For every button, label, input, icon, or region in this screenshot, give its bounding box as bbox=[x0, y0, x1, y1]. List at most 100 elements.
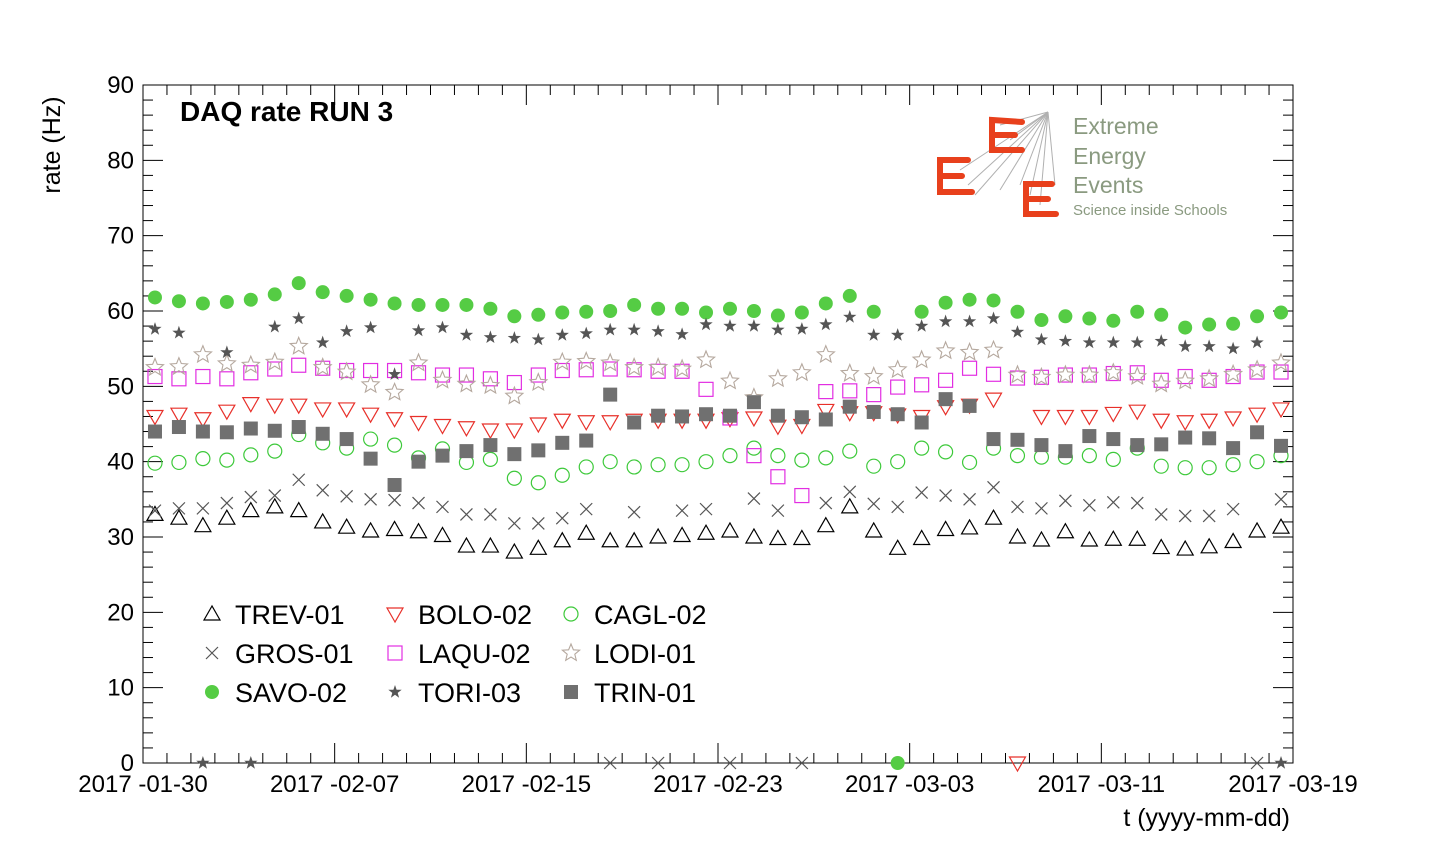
series-laqu-02 bbox=[147, 357, 1289, 504]
point-bolo-02 bbox=[457, 421, 476, 437]
point-savo-02 bbox=[243, 292, 258, 307]
point-trin-01 bbox=[746, 395, 761, 410]
point-savo-02 bbox=[962, 292, 977, 307]
point-lodi-01 bbox=[144, 357, 165, 376]
point-laqu-02 bbox=[961, 360, 978, 376]
point-savo-02 bbox=[339, 288, 354, 303]
logo-e-letters bbox=[937, 116, 1059, 217]
point-gros-01 bbox=[963, 492, 976, 506]
point-lodi-01 bbox=[456, 373, 477, 393]
point-cagl-02 bbox=[866, 458, 882, 474]
point-laqu-02 bbox=[554, 362, 570, 379]
y-axis-label: rate (Hz) bbox=[38, 96, 66, 193]
point-laqu-02 bbox=[1105, 365, 1121, 382]
point-gros-01 bbox=[148, 504, 162, 518]
point-trev-01 bbox=[1032, 530, 1051, 547]
point-laqu-02 bbox=[1249, 364, 1265, 380]
point-trev-01 bbox=[816, 516, 835, 533]
point-trin-01 bbox=[171, 420, 186, 435]
point-cagl-02 bbox=[506, 470, 522, 486]
point-cagl-02 bbox=[1105, 451, 1121, 468]
point-tori-03 bbox=[1202, 339, 1216, 353]
point-trin-01 bbox=[1226, 441, 1241, 456]
point-trev-01 bbox=[481, 536, 500, 553]
point-bolo-02 bbox=[361, 407, 380, 424]
point-trin-01 bbox=[507, 447, 522, 462]
point-bolo-02 bbox=[1032, 409, 1051, 426]
point-laqu-02 bbox=[530, 367, 546, 383]
point-bolo-02 bbox=[241, 397, 260, 413]
point-laqu-02 bbox=[914, 377, 930, 393]
point-gros-01 bbox=[412, 496, 425, 510]
point-laqu-02 bbox=[434, 367, 451, 383]
point-trev-01 bbox=[145, 505, 165, 522]
point-cagl-02 bbox=[650, 457, 666, 473]
point-bolo-02 bbox=[1248, 407, 1267, 424]
point-gros-01 bbox=[220, 496, 234, 510]
point-bolo-02 bbox=[433, 418, 452, 435]
point-trev-01 bbox=[840, 497, 859, 514]
point-trin-01 bbox=[315, 426, 330, 441]
point-lodi-01 bbox=[528, 372, 549, 391]
point-savo-02 bbox=[794, 305, 809, 320]
legend-marker-trev-01 bbox=[202, 604, 222, 621]
point-cagl-02 bbox=[147, 455, 163, 471]
point-lodi-01 bbox=[767, 368, 788, 388]
point-cagl-02 bbox=[602, 454, 618, 470]
point-gros-01 bbox=[819, 496, 833, 510]
point-trin-01 bbox=[1034, 438, 1049, 453]
point-bolo-02 bbox=[505, 423, 524, 440]
point-tori-03 bbox=[1058, 334, 1073, 347]
point-gros-01 bbox=[244, 490, 258, 504]
point-savo-02 bbox=[267, 287, 282, 302]
point-tori-03 bbox=[915, 319, 929, 332]
point-lodi-01 bbox=[264, 351, 285, 371]
point-cagl-02 bbox=[171, 454, 187, 471]
point-cagl-02 bbox=[530, 475, 546, 491]
point-cagl-02 bbox=[818, 450, 834, 466]
point-trin-01 bbox=[147, 424, 162, 439]
legend-label-trev-01: TREV-01 bbox=[235, 600, 345, 630]
x-tick-label: 2017 -02-23 bbox=[653, 771, 782, 798]
point-tori-03 bbox=[555, 328, 569, 341]
point-laqu-02 bbox=[363, 362, 379, 379]
point-trev-01 bbox=[457, 536, 476, 553]
point-laqu-02 bbox=[410, 365, 427, 381]
point-savo-02 bbox=[603, 304, 618, 318]
point-laqu-02 bbox=[315, 360, 331, 376]
point-gros-01 bbox=[340, 489, 354, 503]
point-tori-03 bbox=[507, 331, 521, 344]
point-savo-02 bbox=[579, 304, 594, 319]
point-gros-01 bbox=[268, 489, 282, 502]
point-bolo-02 bbox=[553, 413, 572, 430]
point-bolo-02 bbox=[1128, 404, 1147, 421]
point-savo-02 bbox=[818, 296, 833, 311]
point-gros-01 bbox=[1106, 495, 1120, 509]
point-trin-01 bbox=[435, 448, 450, 463]
point-trev-01 bbox=[289, 501, 308, 518]
point-cagl-02 bbox=[961, 454, 978, 471]
point-trin-01 bbox=[267, 423, 282, 438]
point-gros-01 bbox=[1250, 756, 1264, 770]
y-tick-label: 80 bbox=[107, 147, 134, 174]
point-bolo-02 bbox=[744, 411, 763, 428]
series-savo-02 bbox=[147, 276, 1289, 770]
point-savo-02 bbox=[291, 276, 306, 291]
point-laqu-02 bbox=[243, 365, 259, 381]
point-laqu-02 bbox=[1009, 370, 1026, 386]
point-cagl-02 bbox=[1081, 448, 1097, 464]
legend-marker-cagl-02 bbox=[563, 606, 579, 622]
point-trev-01 bbox=[601, 531, 620, 548]
point-trev-01 bbox=[361, 521, 380, 538]
point-trev-01 bbox=[984, 508, 1003, 525]
point-laqu-02 bbox=[1033, 369, 1050, 385]
point-savo-02 bbox=[147, 290, 162, 305]
point-savo-02 bbox=[746, 304, 761, 318]
point-savo-02 bbox=[195, 296, 210, 311]
point-bolo-02 bbox=[313, 402, 332, 419]
point-tori-03 bbox=[1226, 341, 1240, 355]
point-trev-01 bbox=[193, 516, 212, 533]
legend: TREV-01 BOLO-02 CAGL-02 GROS-01 LAQU-02 LODI-… bbox=[202, 600, 707, 708]
point-lodi-01 bbox=[1175, 370, 1196, 390]
y-tick-label: 40 bbox=[107, 449, 134, 476]
